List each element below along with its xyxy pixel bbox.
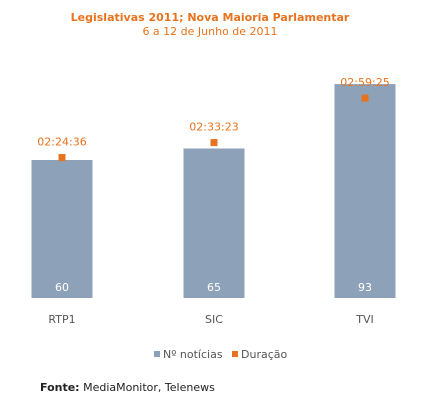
chart-subtitle: 6 a 12 de Junho de 2011	[142, 25, 277, 38]
category-label-tvi: TVI	[355, 313, 374, 326]
bar-rtp1	[31, 160, 93, 298]
bar-value-label-sic: 65	[207, 281, 221, 294]
source-label: Fonte:	[40, 381, 80, 394]
plot-area: 60 RTP1 02:24:36 65 SIC 02:33:23 93 TVI 02:59:25	[31, 76, 396, 326]
source-note: Fonte: MediaMonitor, Telenews	[40, 381, 215, 394]
category-label-rtp1: RTP1	[48, 313, 75, 326]
bar-value-label-tvi: 93	[358, 281, 372, 294]
legend: Nº notícias Duração	[154, 348, 287, 361]
bar-value-label-rtp1: 60	[55, 281, 69, 294]
legend-swatch-duracao	[232, 351, 238, 357]
legend-label-noticias: Nº notícias	[163, 348, 223, 361]
duration-marker-sic	[210, 139, 218, 147]
duration-label-rtp1: 02:24:36	[37, 136, 86, 149]
duration-marker-tvi	[361, 94, 369, 102]
duration-label-tvi: 02:59:25	[340, 76, 389, 89]
duration-label-sic: 02:33:23	[189, 121, 238, 134]
legend-swatch-noticias	[154, 351, 160, 357]
source-text: MediaMonitor, Telenews	[83, 381, 215, 394]
category-label-sic: SIC	[205, 313, 223, 326]
duration-marker-rtp1	[58, 154, 66, 162]
bar-sic	[183, 148, 245, 298]
bar-tvi	[334, 84, 396, 298]
legend-label-duracao: Duração	[241, 348, 287, 361]
chart-title: Legislativas 2011; Nova Maioria Parlamen…	[71, 11, 350, 24]
